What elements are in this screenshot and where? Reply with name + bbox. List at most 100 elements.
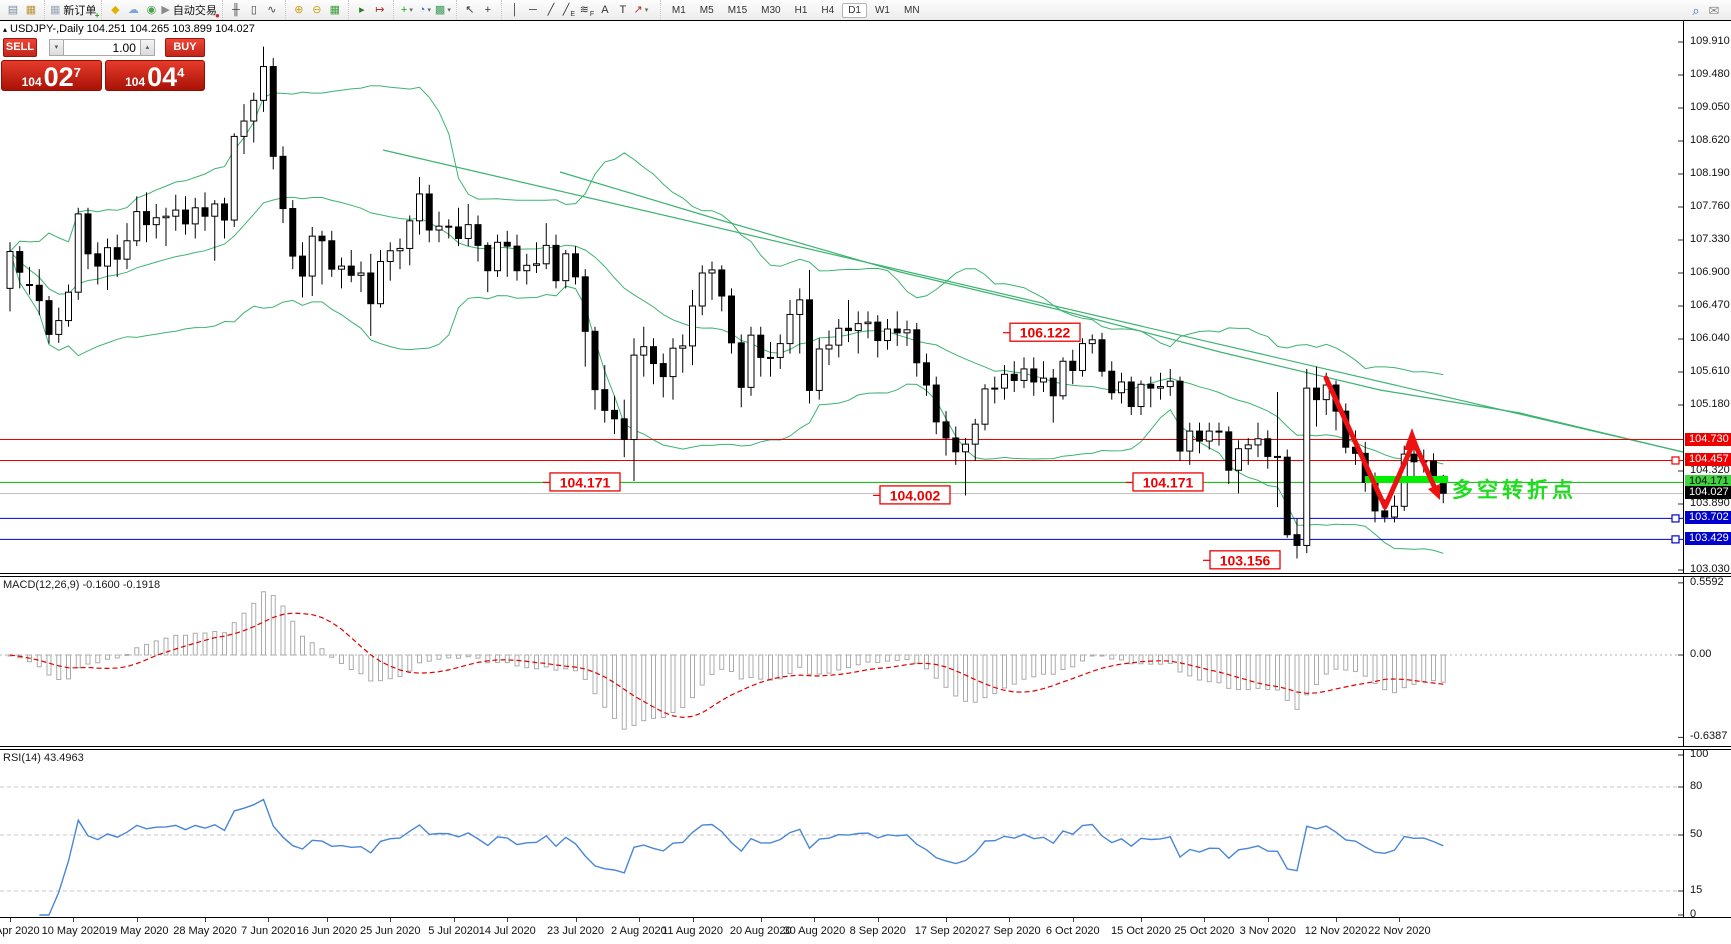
price-tick-label: 108.190: [1690, 166, 1730, 179]
zoom-in-icon[interactable]: ⊕: [294, 3, 304, 16]
panel-divider[interactable]: [0, 573, 1731, 577]
macd-panel[interactable]: [0, 577, 1683, 746]
arrows-button[interactable]: ↗ ▾: [633, 3, 649, 16]
price-tick-label: 107.760: [1690, 199, 1730, 212]
line-anchor-marker[interactable]: [1671, 535, 1680, 544]
rsi-panel[interactable]: [0, 750, 1683, 917]
templates-button[interactable]: ▩ ▾: [434, 3, 451, 16]
text-button[interactable]: A: [601, 3, 609, 16]
macd-axis-label: -0.6387: [1690, 730, 1728, 743]
price-tag-box[interactable]: [549, 472, 621, 492]
price-tag-box[interactable]: [1009, 322, 1081, 342]
auto-scroll-icon[interactable]: ▸: [359, 3, 365, 16]
timeframe-h1[interactable]: H1: [794, 4, 808, 16]
date-label: 22 Nov 2020: [1368, 925, 1431, 937]
time-tick: [638, 918, 640, 922]
price-tick-label: 106.040: [1690, 331, 1730, 344]
one-click-trading-widget: SELL ▾ 1.00 ▴ BUY 104 02 7 104 04 4: [1, 37, 205, 91]
date-label: 7 Jun 2020: [241, 925, 296, 937]
buy-price-pips: 04: [147, 62, 178, 92]
volume-increase-button[interactable]: ▴: [139, 38, 155, 56]
axis-price-badge: 103.429: [1685, 532, 1731, 546]
timeframe-bar: M1 M5 M15 M30 H1 H4 D1 W1 MN: [659, 0, 927, 20]
fibonacci-button[interactable]: ≋ F: [579, 3, 595, 18]
search-icon[interactable]: ⌕: [1692, 2, 1700, 18]
axis-price-badge: 103.702: [1685, 511, 1731, 525]
line-anchor-marker[interactable]: [1671, 514, 1680, 523]
line-anchor-marker[interactable]: [1671, 456, 1680, 465]
toolbar-group: ▦ + 新订单: [44, 0, 101, 20]
line-chart-icon[interactable]: ∿: [267, 3, 277, 16]
chart-shift-icon[interactable]: ↦: [375, 3, 385, 16]
chart-top-border: [0, 20, 1731, 21]
date-label: 10 May 2020: [41, 925, 106, 937]
price-tag-box[interactable]: [1132, 472, 1204, 492]
time-tick: [692, 918, 694, 922]
time-tick: [268, 918, 270, 922]
buy-price-panel[interactable]: 104 04 4: [104, 60, 205, 92]
timeframe-h4[interactable]: H4: [821, 4, 835, 16]
volume-input[interactable]: 1.00: [63, 38, 140, 56]
data-window-icon[interactable]: ▦: [25, 3, 37, 16]
volume-decrease-button[interactable]: ▾: [48, 38, 64, 56]
autotrading-button[interactable]: ▶ ● 自动交易: [161, 3, 220, 20]
timeframe-d1[interactable]: D1: [842, 2, 867, 18]
crosshair-button[interactable]: +: [484, 3, 492, 16]
timeframe-m5[interactable]: M5: [699, 4, 714, 16]
timeframe-w1[interactable]: W1: [874, 4, 890, 16]
signals-icon[interactable]: ◉: [146, 3, 157, 16]
main-chart[interactable]: 106.122 104.171 104.002 104.171 103.156 多空转折点: [0, 20, 1683, 573]
horizontal-line-button[interactable]: ─: [528, 3, 537, 16]
price-tag-text: 104.002: [890, 487, 941, 503]
time-tick: [326, 918, 328, 922]
timeframe-m30[interactable]: M30: [761, 4, 781, 16]
date-label: 16 Jun 2020: [296, 925, 358, 937]
chart-window-icon[interactable]: ▤: [7, 3, 19, 16]
bar-chart-icon[interactable]: ╫: [231, 3, 240, 16]
date-label: 8 Sep 2020: [849, 925, 906, 937]
date-label: 23 Jul 2020: [547, 925, 604, 937]
descending-trendline[interactable]: [382, 149, 1683, 453]
indicators-button[interactable]: + ▾: [400, 3, 413, 16]
time-tick: [1267, 918, 1269, 922]
vertical-line-button[interactable]: │: [511, 3, 519, 16]
sell-price-big-figure: 104: [21, 75, 42, 89]
chat-icon[interactable]: ✉: [1708, 2, 1720, 18]
sell-button[interactable]: SELL: [3, 37, 37, 57]
time-tick: [1204, 918, 1206, 922]
date-label: 27 Sep 2020: [978, 925, 1041, 937]
price-tag-box[interactable]: [879, 485, 951, 505]
community-icon[interactable]: ☁: [127, 3, 139, 16]
periods-button[interactable]: ◔ ▾: [418, 3, 431, 16]
price-tick-label: 103.890: [1690, 496, 1730, 509]
price-tag-text: 103.156: [1220, 552, 1271, 568]
candlestick-icon[interactable]: ▯: [250, 3, 257, 16]
price-tick-label: 109.910: [1690, 35, 1730, 47]
price-tag-box[interactable]: [1209, 550, 1281, 570]
timeframe-m15[interactable]: M15: [727, 4, 748, 16]
buy-price-fraction: 4: [177, 65, 185, 80]
panel-divider[interactable]: [0, 746, 1731, 750]
cursor-button[interactable]: ↖: [465, 3, 475, 16]
text-label-button[interactable]: T: [619, 3, 627, 16]
support-highlight-bar[interactable]: [1365, 476, 1448, 483]
chart-note-text[interactable]: 多空转折点: [1452, 478, 1577, 502]
panel-border: [0, 917, 1731, 918]
tile-windows-icon[interactable]: ▦: [329, 3, 341, 16]
trendline-button[interactable]: ╱: [547, 3, 555, 16]
zoom-out-icon[interactable]: ⊖: [312, 3, 322, 16]
equidistant-channel-button[interactable]: ╱ E: [562, 3, 576, 18]
buy-button[interactable]: BUY: [164, 37, 205, 57]
timeframe-mn[interactable]: MN: [903, 4, 920, 16]
timeframe-m1[interactable]: M1: [671, 4, 686, 16]
time-tick: [1072, 918, 1074, 922]
price-tick-label: 105.610: [1690, 364, 1730, 377]
date-label: 19 May 2020: [104, 925, 169, 937]
date-label: 12 Nov 2020: [1304, 925, 1368, 937]
metaeditor-icon[interactable]: ◆: [111, 3, 120, 16]
zigzag-arrow-segment[interactable]: [1323, 375, 1415, 510]
sell-price-panel[interactable]: 104 02 7: [1, 60, 102, 91]
new-order-button[interactable]: ▦ + 新订单: [50, 3, 100, 20]
price-axis[interactable]: 109.910 109.480 109.050 108.620 108.190 107.7…: [1683, 20, 1731, 920]
